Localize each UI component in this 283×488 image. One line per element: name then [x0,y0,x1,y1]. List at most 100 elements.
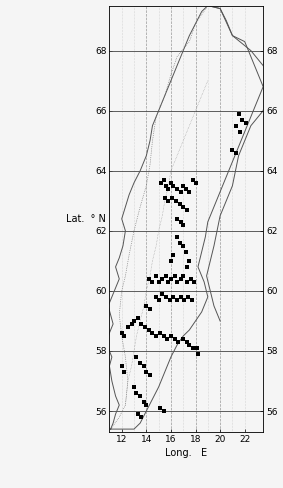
Point [181,242,185,250]
Point [234,149,238,157]
Point [230,146,235,154]
Point [183,248,188,256]
Point [175,278,179,286]
Point [139,413,144,421]
Point [161,332,166,340]
Point [169,332,173,340]
Point [177,239,182,247]
Point [170,194,174,202]
Point [156,278,161,286]
X-axis label: Long.   E: Long. E [165,448,207,458]
Point [139,320,144,328]
Point [173,197,178,204]
Point [158,404,162,412]
Point [136,314,140,322]
Point [196,350,200,358]
Point [237,128,242,136]
Point [179,188,183,196]
Point [129,320,134,328]
Point [126,323,130,331]
Point [143,323,147,331]
Point [162,194,167,202]
Point [119,329,124,337]
Point [138,392,142,400]
Point [240,116,245,123]
Point [150,278,155,286]
Point [166,185,171,193]
Point [148,371,152,379]
Point [179,293,183,301]
Point [179,218,183,226]
Point [169,275,173,283]
Point [160,275,165,283]
Point [181,182,185,190]
Point [134,389,139,397]
Point [142,398,146,406]
Point [132,383,136,391]
Point [166,197,171,204]
Point [136,410,140,418]
Point [171,293,176,301]
Point [234,122,238,130]
Point [172,272,177,280]
Point [181,335,185,343]
Point [171,251,176,259]
Point [191,176,195,183]
Point [158,329,162,337]
Point [154,272,158,280]
Point [186,293,190,301]
Point [190,296,194,304]
Point [187,257,192,265]
Point [159,179,163,187]
Point [165,335,170,343]
Point [194,344,199,352]
Point [193,179,198,187]
Point [187,341,192,349]
Point [182,296,187,304]
Point [156,296,161,304]
Point [244,119,248,126]
Point [169,257,173,265]
Point [122,332,127,340]
Point [164,272,168,280]
Point [183,185,188,193]
Point [144,302,149,310]
Point [185,338,189,346]
Point [150,329,155,337]
Point [148,305,152,313]
Point [166,278,171,286]
Point [179,275,183,283]
Text: Lat.  ° N: Lat. ° N [67,214,106,224]
Point [187,188,192,196]
Point [160,290,165,298]
Point [175,185,179,193]
Point [181,272,185,280]
Point [177,200,182,208]
Point [132,317,136,325]
Point [181,203,185,211]
Point [138,359,142,367]
Point [191,344,195,352]
Point [142,362,146,370]
Point [188,275,193,283]
Point [168,296,172,304]
Point [185,263,189,271]
Point [175,296,179,304]
Point [144,401,149,409]
Point [172,335,177,343]
Point [192,278,197,286]
Point [175,233,179,241]
Point [147,326,151,334]
Point [169,179,173,187]
Point [154,293,158,301]
Point [176,338,181,346]
Point [147,275,151,283]
Point [175,215,179,223]
Point [161,407,166,415]
Point [154,332,158,340]
Point [185,206,189,214]
Point [119,362,124,370]
Point [134,353,139,361]
Point [171,182,176,190]
Point [236,110,241,118]
